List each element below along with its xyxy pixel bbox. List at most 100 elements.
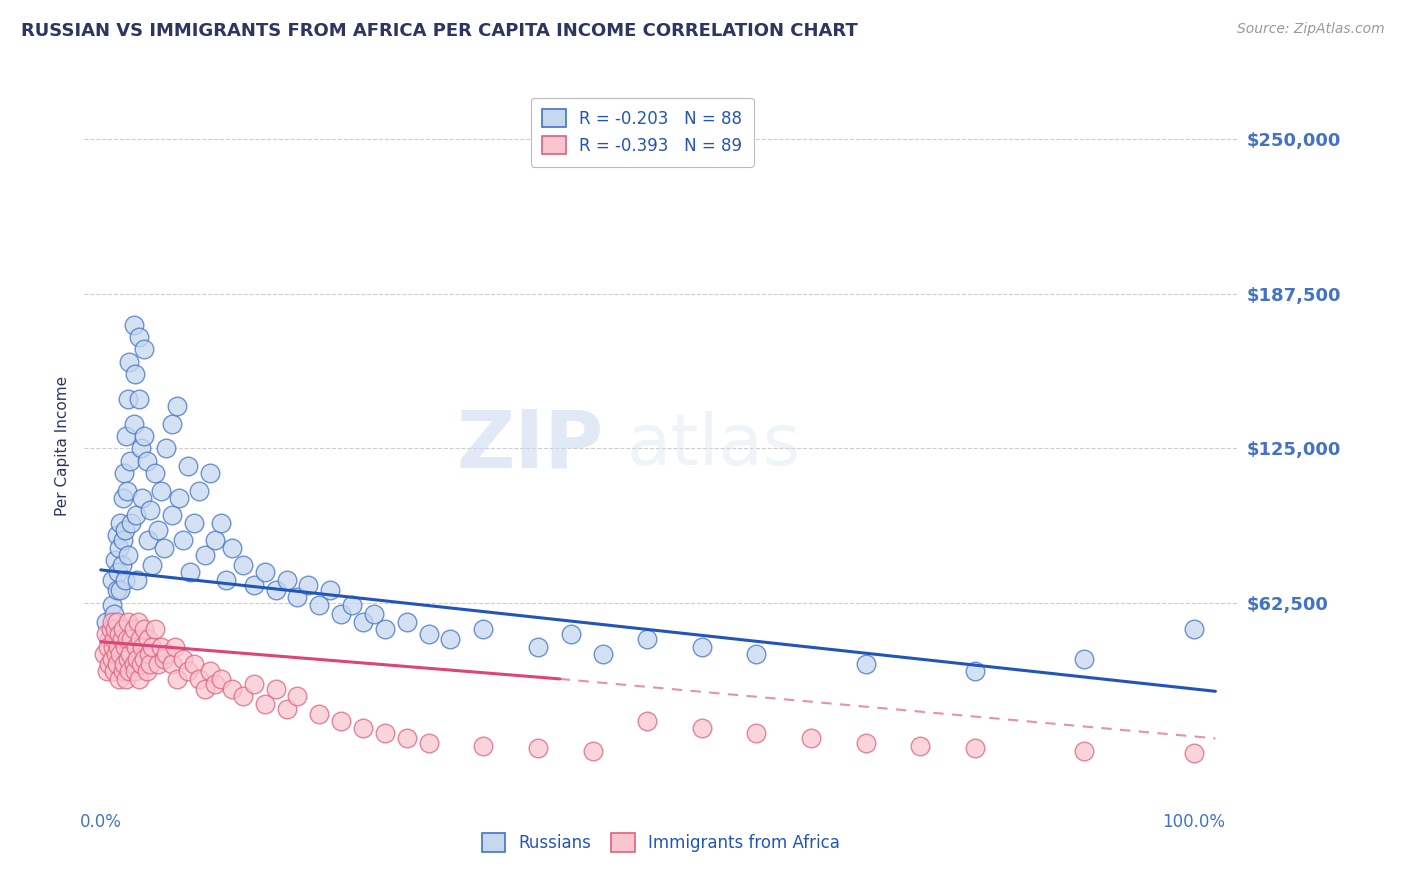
Text: Source: ZipAtlas.com: Source: ZipAtlas.com: [1237, 22, 1385, 37]
Point: [418, 627, 440, 641]
Point: [125, 652, 148, 666]
Point: [472, 739, 495, 753]
Point: [145, 467, 167, 481]
Point: [287, 690, 309, 704]
Point: [122, 417, 145, 431]
Text: ZIP: ZIP: [456, 407, 603, 485]
Point: [149, 640, 172, 654]
Point: [855, 736, 877, 750]
Point: [107, 566, 129, 580]
Point: [138, 647, 160, 661]
Point: [128, 330, 150, 344]
Point: [111, 491, 134, 505]
Text: atlas: atlas: [626, 411, 800, 481]
Point: [636, 714, 658, 728]
Point: [221, 541, 243, 555]
Point: [98, 657, 121, 671]
Point: [221, 681, 243, 696]
Point: [910, 739, 932, 753]
Point: [1182, 746, 1205, 760]
Text: RUSSIAN VS IMMIGRANTS FROM AFRICA PER CAPITA INCOME CORRELATION CHART: RUSSIAN VS IMMIGRANTS FROM AFRICA PER CA…: [21, 22, 858, 40]
Point: [297, 578, 319, 592]
Point: [340, 598, 363, 612]
Point: [101, 640, 124, 654]
Point: [96, 665, 118, 679]
Point: [135, 665, 157, 679]
Point: [253, 697, 276, 711]
Point: [131, 640, 153, 654]
Point: [110, 582, 132, 597]
Point: [100, 615, 122, 629]
Point: [96, 627, 118, 641]
Point: [129, 442, 152, 456]
Point: [363, 607, 385, 622]
Point: [114, 523, 136, 537]
Point: [134, 652, 156, 666]
Point: [204, 533, 226, 548]
Point: [105, 647, 128, 661]
Point: [110, 632, 132, 647]
Point: [153, 652, 176, 666]
Point: [103, 632, 125, 647]
Point: [120, 632, 142, 647]
Point: [963, 665, 986, 679]
Point: [198, 665, 221, 679]
Point: [155, 442, 177, 456]
Point: [115, 429, 138, 443]
Point: [179, 566, 201, 580]
Point: [120, 516, 142, 530]
Point: [122, 623, 145, 637]
Point: [276, 701, 298, 715]
Point: [115, 632, 138, 647]
Point: [128, 392, 150, 406]
Point: [690, 640, 713, 654]
Point: [188, 483, 211, 498]
Point: [146, 657, 169, 671]
Point: [136, 632, 159, 647]
Point: [264, 582, 287, 597]
Point: [242, 677, 264, 691]
Point: [690, 722, 713, 736]
Point: [135, 454, 157, 468]
Point: [172, 533, 194, 548]
Point: [105, 582, 128, 597]
Point: [963, 741, 986, 756]
Point: [120, 454, 142, 468]
Point: [100, 598, 122, 612]
Point: [253, 566, 276, 580]
Point: [117, 615, 139, 629]
Point: [124, 665, 146, 679]
Point: [183, 657, 205, 671]
Point: [581, 744, 603, 758]
Point: [120, 647, 142, 661]
Point: [177, 665, 200, 679]
Point: [93, 647, 115, 661]
Point: [330, 607, 353, 622]
Point: [125, 573, 148, 587]
Point: [560, 627, 582, 641]
Point: [745, 647, 768, 661]
Point: [169, 491, 191, 505]
Point: [118, 665, 141, 679]
Point: [98, 632, 121, 647]
Point: [141, 640, 163, 654]
Point: [114, 640, 136, 654]
Point: [105, 528, 128, 542]
Point: [125, 640, 148, 654]
Point: [592, 647, 614, 661]
Point: [129, 657, 152, 671]
Point: [112, 467, 135, 481]
Point: [166, 672, 188, 686]
Point: [97, 640, 120, 654]
Point: [129, 632, 152, 647]
Point: [100, 573, 122, 587]
Point: [115, 483, 138, 498]
Point: [111, 533, 134, 548]
Point: [104, 623, 127, 637]
Point: [209, 672, 232, 686]
Point: [114, 573, 136, 587]
Point: [264, 681, 287, 696]
Point: [374, 726, 396, 740]
Point: [472, 623, 495, 637]
Point: [352, 722, 374, 736]
